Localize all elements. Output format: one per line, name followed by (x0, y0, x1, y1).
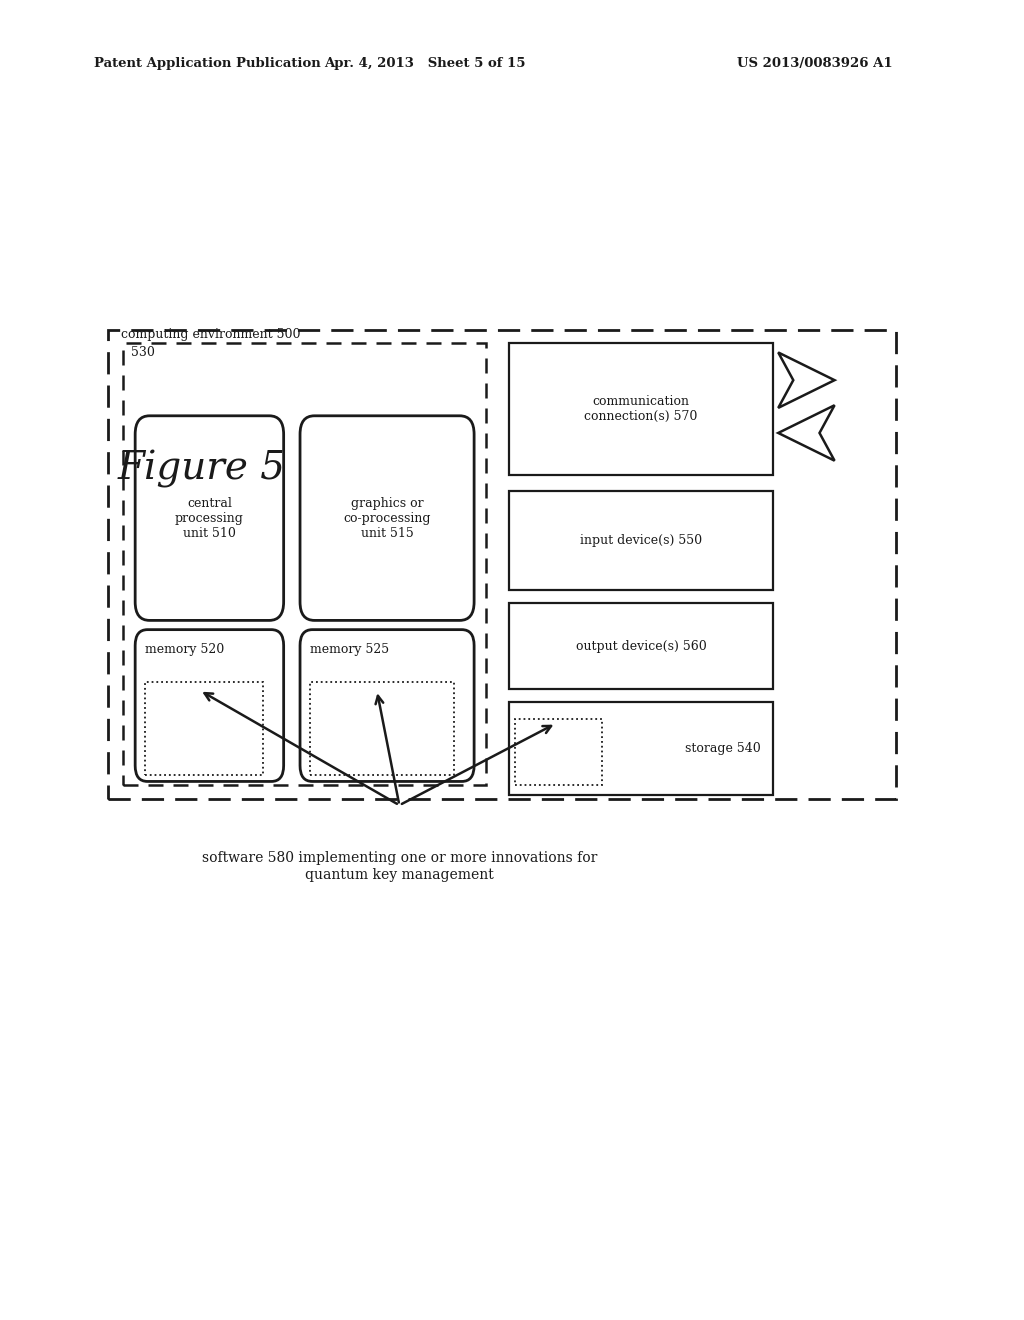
Text: computing environment 500: computing environment 500 (121, 327, 300, 341)
Text: US 2013/0083926 A1: US 2013/0083926 A1 (737, 57, 893, 70)
Text: Patent Application Publication: Patent Application Publication (94, 57, 321, 70)
Text: Figure 5: Figure 5 (118, 450, 286, 487)
Bar (145, 682, 263, 775)
Text: software 580 implementing one or more innovations for
quantum key management: software 580 implementing one or more in… (202, 851, 597, 882)
Text: memory 525: memory 525 (310, 643, 389, 656)
Text: 530: 530 (131, 346, 155, 359)
Text: memory 520: memory 520 (145, 643, 224, 656)
Text: communication
connection(s) 570: communication connection(s) 570 (585, 395, 697, 424)
Text: graphics or
co-processing
unit 515: graphics or co-processing unit 515 (343, 496, 431, 540)
Bar (310, 682, 454, 775)
Text: Apr. 4, 2013   Sheet 5 of 15: Apr. 4, 2013 Sheet 5 of 15 (325, 57, 525, 70)
Text: storage 540: storage 540 (685, 742, 761, 755)
Text: central
processing
unit 510: central processing unit 510 (175, 496, 244, 540)
Bar (515, 719, 602, 785)
Text: input device(s) 550: input device(s) 550 (580, 535, 702, 546)
Text: output device(s) 560: output device(s) 560 (575, 640, 707, 652)
